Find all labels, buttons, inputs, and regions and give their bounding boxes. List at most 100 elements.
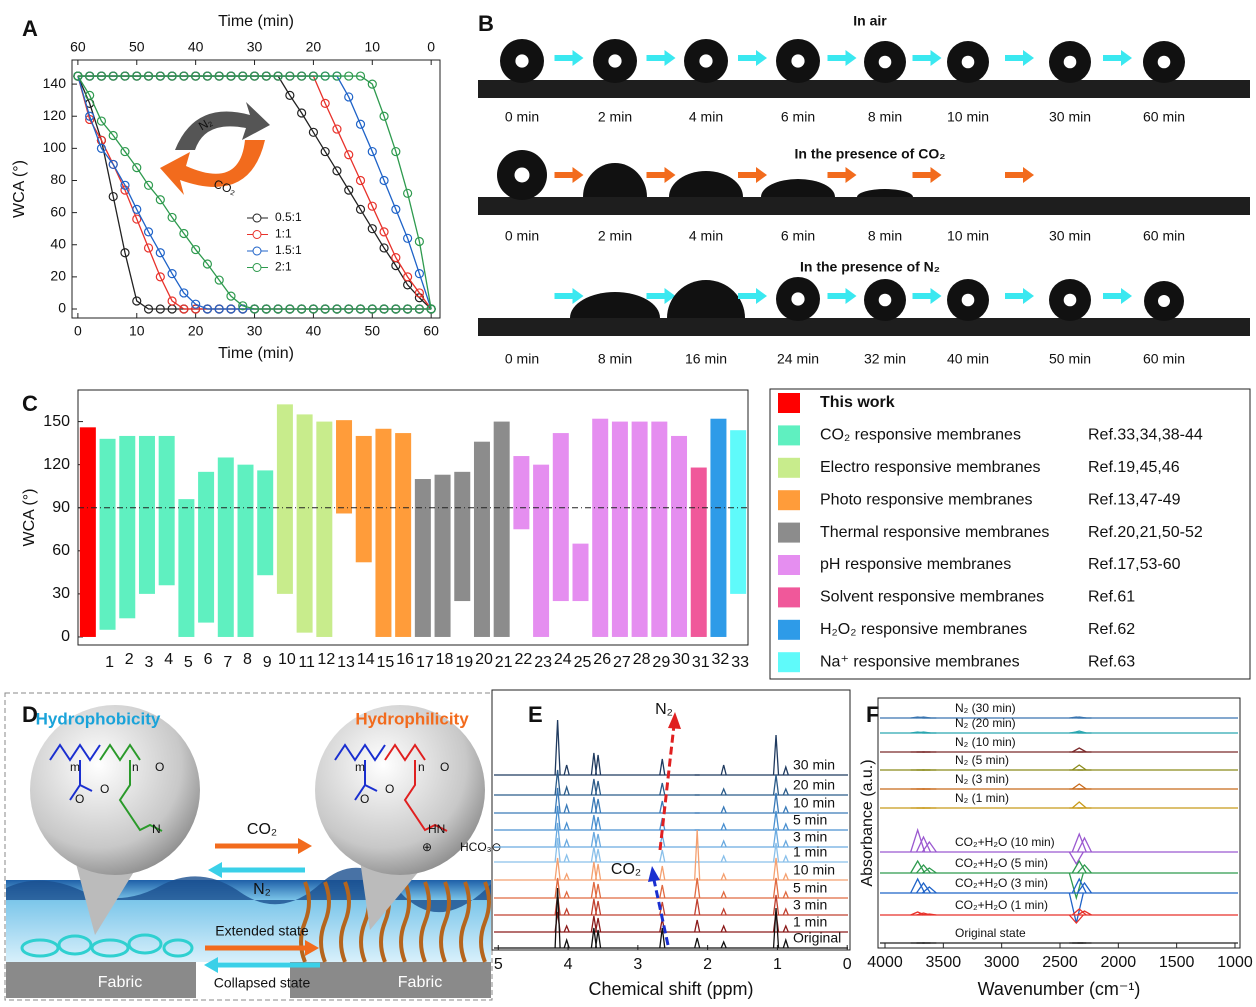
bar	[178, 499, 194, 637]
trace-label: 5 min	[793, 880, 827, 896]
legend-ref: Ref.61	[1088, 589, 1135, 606]
legend-ref: Ref.33,34,38-44	[1088, 427, 1203, 444]
time-label: 60 min	[1143, 109, 1185, 125]
x-tick-label: 2000	[1101, 954, 1137, 971]
x-tick-label: 13	[337, 654, 355, 671]
trace-label: 3 min	[793, 829, 827, 845]
legend-label: 1:1	[275, 227, 292, 241]
peak	[721, 841, 726, 847]
peak	[596, 817, 601, 830]
peak	[695, 878, 700, 898]
y-tick-label: 60	[50, 203, 66, 219]
step-arrow	[555, 288, 584, 304]
chem-label: n	[418, 760, 425, 774]
time-label: 8 min	[868, 109, 902, 125]
legend-marker	[253, 214, 261, 222]
bar	[710, 419, 726, 637]
x2-tick-label: 30	[247, 39, 263, 55]
step-arrow	[913, 288, 942, 304]
bar	[316, 422, 332, 637]
peak	[695, 899, 700, 915]
bar	[277, 404, 293, 594]
peak	[564, 892, 569, 898]
time-label: 16 min	[685, 351, 727, 367]
fabric-label: Fabric	[98, 974, 142, 991]
legend-label: Electro responsive membranes	[820, 459, 1041, 476]
x-tick-label: 3	[145, 654, 154, 671]
forward-label: CO₂	[247, 821, 277, 838]
time-label: 40 min	[947, 351, 989, 367]
peak	[783, 874, 788, 880]
x2-tick-label: 50	[129, 39, 145, 55]
peak	[660, 759, 665, 775]
time-label: 2 min	[598, 109, 632, 125]
peak	[783, 892, 788, 898]
x-tick-label: 19	[455, 654, 473, 671]
peak	[564, 787, 569, 795]
trace-label: N₂ (1 min)	[955, 791, 1009, 805]
trace-label: 3 min	[793, 897, 827, 913]
x-tick-label: 0	[74, 323, 82, 339]
legend-marker	[253, 264, 261, 272]
chem-label: HN	[428, 822, 445, 836]
droplet	[667, 280, 745, 318]
x-tick-label: 33	[731, 654, 749, 671]
time-label: 50 min	[1049, 351, 1091, 367]
extended-label: Extended state	[215, 923, 309, 939]
x-tick-label: 50	[364, 323, 380, 339]
bar	[533, 465, 549, 637]
droplet-highlight	[791, 54, 804, 67]
legend-label: Photo responsive membranes	[820, 491, 1033, 508]
legend-label: CO₂ responsive membranes	[820, 427, 1021, 444]
bar	[356, 436, 372, 562]
peak	[555, 858, 560, 880]
legend-swatch	[778, 652, 800, 672]
bar	[573, 544, 589, 601]
peak	[695, 938, 700, 948]
row-title: In the presence of N₂	[800, 259, 940, 275]
step-arrow	[647, 167, 676, 183]
droplet-highlight	[1158, 295, 1170, 307]
peak	[564, 940, 569, 948]
legend-swatch	[778, 458, 800, 478]
x-tick-label: 4	[564, 956, 573, 973]
bar	[218, 457, 234, 636]
bar	[198, 472, 214, 623]
peak	[721, 874, 726, 880]
legend-label: pH responsive membranes	[820, 556, 1011, 573]
trace-label: N₂ (5 min)	[955, 753, 1009, 767]
bar	[691, 468, 707, 637]
trace-label: N₂ (20 min)	[955, 716, 1016, 730]
trace-label: N₂ (10 min)	[955, 735, 1016, 749]
peak	[660, 885, 665, 898]
peak	[783, 909, 788, 915]
x-tick-label: 2	[125, 651, 134, 668]
panel-d: Hydrophobicity Hydrophilicity CO₂ N₂ Ext…	[5, 693, 492, 1000]
step-arrow	[555, 50, 584, 66]
legend-swatch	[778, 425, 800, 445]
annotation: N₂	[655, 701, 673, 718]
x-tick-label: 30	[247, 323, 263, 339]
row-title: In the presence of CO₂	[795, 146, 946, 162]
x2-tick-label: 20	[306, 39, 322, 55]
peak	[596, 849, 601, 862]
legend-label: 2:1	[275, 260, 292, 274]
peak	[695, 920, 700, 932]
bar	[474, 442, 490, 637]
right-title: Hydrophilicity	[355, 709, 469, 728]
chem-label: N	[152, 822, 161, 836]
chem-label: n	[132, 760, 139, 774]
step-arrow	[1005, 288, 1034, 304]
bar	[375, 429, 391, 637]
x-tick-label: 5	[494, 956, 503, 973]
y-tick-label: 90	[52, 499, 70, 516]
step-arrow	[828, 50, 857, 66]
chem-label: m	[70, 760, 80, 774]
chem-label: O	[75, 792, 84, 806]
x-tick-label: 10	[129, 323, 145, 339]
peak	[774, 811, 779, 830]
peak	[564, 823, 569, 830]
x-tick-label: 16	[396, 651, 414, 668]
time-label: 6 min	[781, 109, 815, 125]
panel-label: E	[528, 702, 543, 727]
